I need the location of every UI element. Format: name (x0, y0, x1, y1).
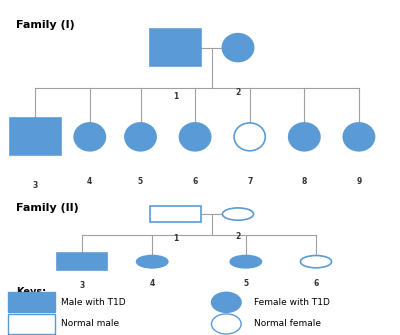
Text: 5: 5 (138, 177, 143, 186)
Text: Normal male: Normal male (60, 320, 119, 328)
Ellipse shape (300, 256, 332, 268)
Ellipse shape (222, 208, 254, 220)
Ellipse shape (74, 123, 105, 151)
Ellipse shape (234, 123, 265, 151)
Text: 9: 9 (356, 177, 362, 186)
Text: Female with T1D: Female with T1D (254, 298, 330, 307)
Text: 3: 3 (32, 182, 38, 191)
Text: 8: 8 (302, 177, 307, 186)
Ellipse shape (180, 123, 211, 151)
FancyBboxPatch shape (8, 314, 55, 334)
Text: Keys:: Keys: (16, 287, 46, 297)
Ellipse shape (343, 123, 374, 151)
Text: 7: 7 (247, 177, 252, 186)
Text: 5: 5 (243, 279, 248, 288)
Text: 1: 1 (173, 92, 178, 101)
Ellipse shape (230, 256, 262, 268)
Text: 2: 2 (235, 87, 241, 96)
Text: 3: 3 (79, 281, 85, 290)
Ellipse shape (289, 123, 320, 151)
Text: Normal female: Normal female (254, 320, 321, 328)
FancyBboxPatch shape (10, 118, 60, 155)
Ellipse shape (222, 34, 254, 62)
Ellipse shape (136, 256, 168, 268)
Text: Male with T1D: Male with T1D (60, 298, 125, 307)
Text: 4: 4 (87, 177, 92, 186)
FancyBboxPatch shape (57, 254, 107, 270)
Ellipse shape (212, 314, 241, 334)
Text: 6: 6 (313, 279, 319, 288)
Text: 1: 1 (173, 234, 178, 243)
FancyBboxPatch shape (150, 29, 201, 66)
Text: 6: 6 (192, 177, 198, 186)
Text: Family (II): Family (II) (16, 203, 78, 213)
Ellipse shape (125, 123, 156, 151)
FancyBboxPatch shape (150, 206, 201, 222)
Text: 4: 4 (150, 279, 155, 288)
Ellipse shape (212, 292, 241, 312)
Text: Family (I): Family (I) (16, 20, 74, 30)
Text: 2: 2 (235, 232, 241, 241)
FancyBboxPatch shape (8, 292, 55, 312)
